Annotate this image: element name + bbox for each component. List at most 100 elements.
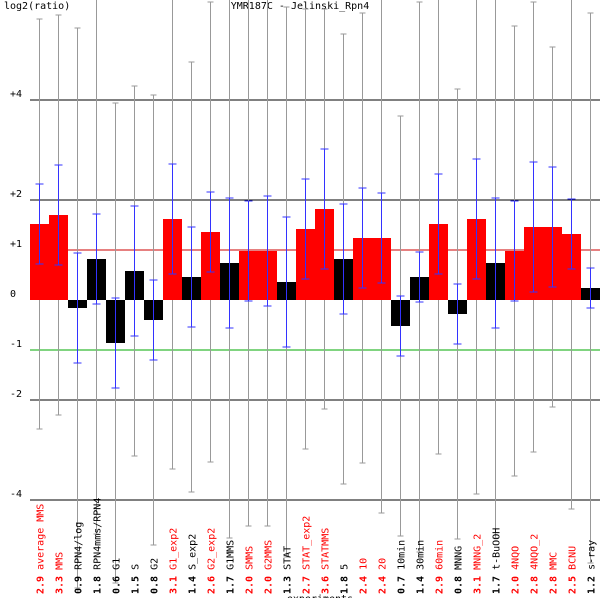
chart-title: YMR187C - Jelinski_Rpn4: [231, 1, 369, 12]
x-tick-label: 2.4 10: [359, 558, 370, 594]
category: S_exp2: [188, 534, 199, 570]
x-tick-label: 1.4 S_exp2: [188, 534, 199, 594]
score: 1.2: [587, 576, 598, 594]
score: 2.8: [530, 576, 541, 594]
category: STAT: [283, 546, 294, 570]
y-tick-label: +1: [10, 239, 22, 250]
x-tick-label: 2.9 60min: [435, 540, 446, 594]
category: 20: [378, 558, 389, 570]
x-tick-label-text: 2.0 SMMS: [245, 546, 256, 594]
x-tick-label: 1.4 30min: [416, 540, 427, 594]
x-tick-label-text: 2.8 MMC: [549, 552, 560, 594]
category: STAT_exp2: [302, 516, 313, 570]
x-tick-label-text: 1.8 5: [340, 564, 351, 594]
score: 3.6: [321, 576, 332, 594]
x-tick-label: 2.0 G2MMS: [264, 540, 275, 594]
x-tick-label-text: 0.8 G2: [150, 558, 161, 594]
x-tick-label-text: 3.1 MNNG_2: [473, 534, 484, 594]
score: 0.7: [397, 576, 408, 594]
score: 2.4: [378, 576, 389, 594]
x-tick-label-text: 1.2 s-ray: [587, 540, 598, 594]
x-tick-label-text: 2.0 G2MMS: [264, 540, 275, 594]
x-tick-label: 2.6 G2_exp2: [207, 528, 218, 594]
score: 3.3: [55, 576, 66, 594]
x-tick-label: 2.0 SMMS: [245, 546, 256, 594]
category: MMS: [55, 552, 66, 570]
x-tick-label-text: 1.7 G1MMS: [226, 540, 237, 594]
score: 0.8: [454, 576, 465, 594]
x-tick-label-text: 2.0 4NQO: [511, 546, 522, 594]
category: 60min: [435, 540, 446, 570]
x-tick-label: 3.3 MMS: [55, 552, 66, 594]
x-tick-label-text: 2.4 20: [378, 558, 389, 594]
category: t-BuOOH: [492, 528, 503, 570]
category: average MMS: [36, 504, 47, 570]
x-tick-label: 1.2 s-ray: [587, 540, 598, 594]
x-tick-label-text: 2.5 BCNU: [568, 546, 579, 594]
x-tick-label-text: 1.3 STAT: [283, 546, 294, 594]
x-tick-label-text: 1.5 S: [131, 564, 142, 594]
y-tick-label: -2: [10, 389, 22, 400]
score: 0.9: [74, 576, 85, 594]
score: 0.6: [112, 576, 123, 594]
category: G2_exp2: [207, 528, 218, 570]
y-tick-label: -1: [10, 339, 22, 350]
category: 10min: [397, 540, 408, 570]
x-tick-label: 0.8 G2: [150, 558, 161, 594]
x-tick-label-text: 2.8 4NQO_2: [530, 534, 541, 594]
x-tick-label: 3.1 MNNG_2: [473, 534, 484, 594]
score: 0.8: [150, 576, 161, 594]
category: RPN4mms/RPN4: [93, 498, 104, 570]
category: S: [131, 564, 142, 570]
category: G1_exp2: [169, 528, 180, 570]
x-tick-label: 1.8 5: [340, 564, 351, 594]
x-tick-label: 2.4 20: [378, 558, 389, 594]
category: RPN4/log: [74, 522, 85, 570]
category: 4NQO_2: [530, 534, 541, 570]
x-tick-label: 2.7 STAT_exp2: [302, 516, 313, 594]
category: G1: [112, 558, 123, 570]
x-tick-label: 1.3 STAT: [283, 546, 294, 594]
x-tick-label-text: 1.8 RPN4mms/RPN4: [93, 498, 104, 594]
x-tick-label-text: 2.9 60min: [435, 540, 446, 594]
y-tick-label: 0: [10, 289, 16, 300]
x-tick-label: 2.8 4NQO_2: [530, 534, 541, 594]
score: 1.7: [226, 576, 237, 594]
category: STATMMS: [321, 528, 332, 570]
score: 2.0: [264, 576, 275, 594]
score: 1.8: [340, 576, 351, 594]
x-tick-label-text: 2.6 G2_exp2: [207, 528, 218, 594]
x-tick-label: 1.5 S: [131, 564, 142, 594]
x-tick-label-text: 0.7 10min: [397, 540, 408, 594]
y-tick-label: +2: [10, 189, 22, 200]
category: G2: [150, 558, 161, 570]
x-tick-label: 2.9 average MMS: [36, 504, 47, 594]
score: 2.5: [568, 576, 579, 594]
x-tick-label: 2.5 BCNU: [568, 546, 579, 594]
x-tick-label-text: 3.3 MMS: [55, 552, 66, 594]
y-tick-label: -4: [10, 489, 22, 500]
x-tick-label: 1.8 RPN4mms/RPN4: [93, 498, 104, 594]
category: MNNG: [454, 546, 465, 570]
score: 2.0: [245, 576, 256, 594]
x-tick-label-text: 2.4 10: [359, 558, 370, 594]
category: 4NQO: [511, 546, 522, 570]
x-tick-label: 2.0 4NQO: [511, 546, 522, 594]
x-tick-label: 2.8 MMC: [549, 552, 560, 594]
x-tick-label-text: 2.7 STAT_exp2: [302, 516, 313, 594]
y-tick-label: +4: [10, 89, 22, 100]
category: G1MMS: [226, 540, 237, 570]
x-tick-label-text: 1.4 S_exp2: [188, 534, 199, 594]
category: SMMS: [245, 546, 256, 570]
category: 10: [359, 558, 370, 570]
category: 30min: [416, 540, 427, 570]
score: 3.1: [169, 576, 180, 594]
score: 2.6: [207, 576, 218, 594]
x-tick-label-text: 0.8 MNNG: [454, 546, 465, 594]
x-axis-label: experiments: [287, 594, 353, 598]
x-tick-label: 0.8 MNNG: [454, 546, 465, 594]
score: 1.7: [492, 576, 503, 594]
x-tick-label: 0.6 G1: [112, 558, 123, 594]
score: 2.0: [511, 576, 522, 594]
